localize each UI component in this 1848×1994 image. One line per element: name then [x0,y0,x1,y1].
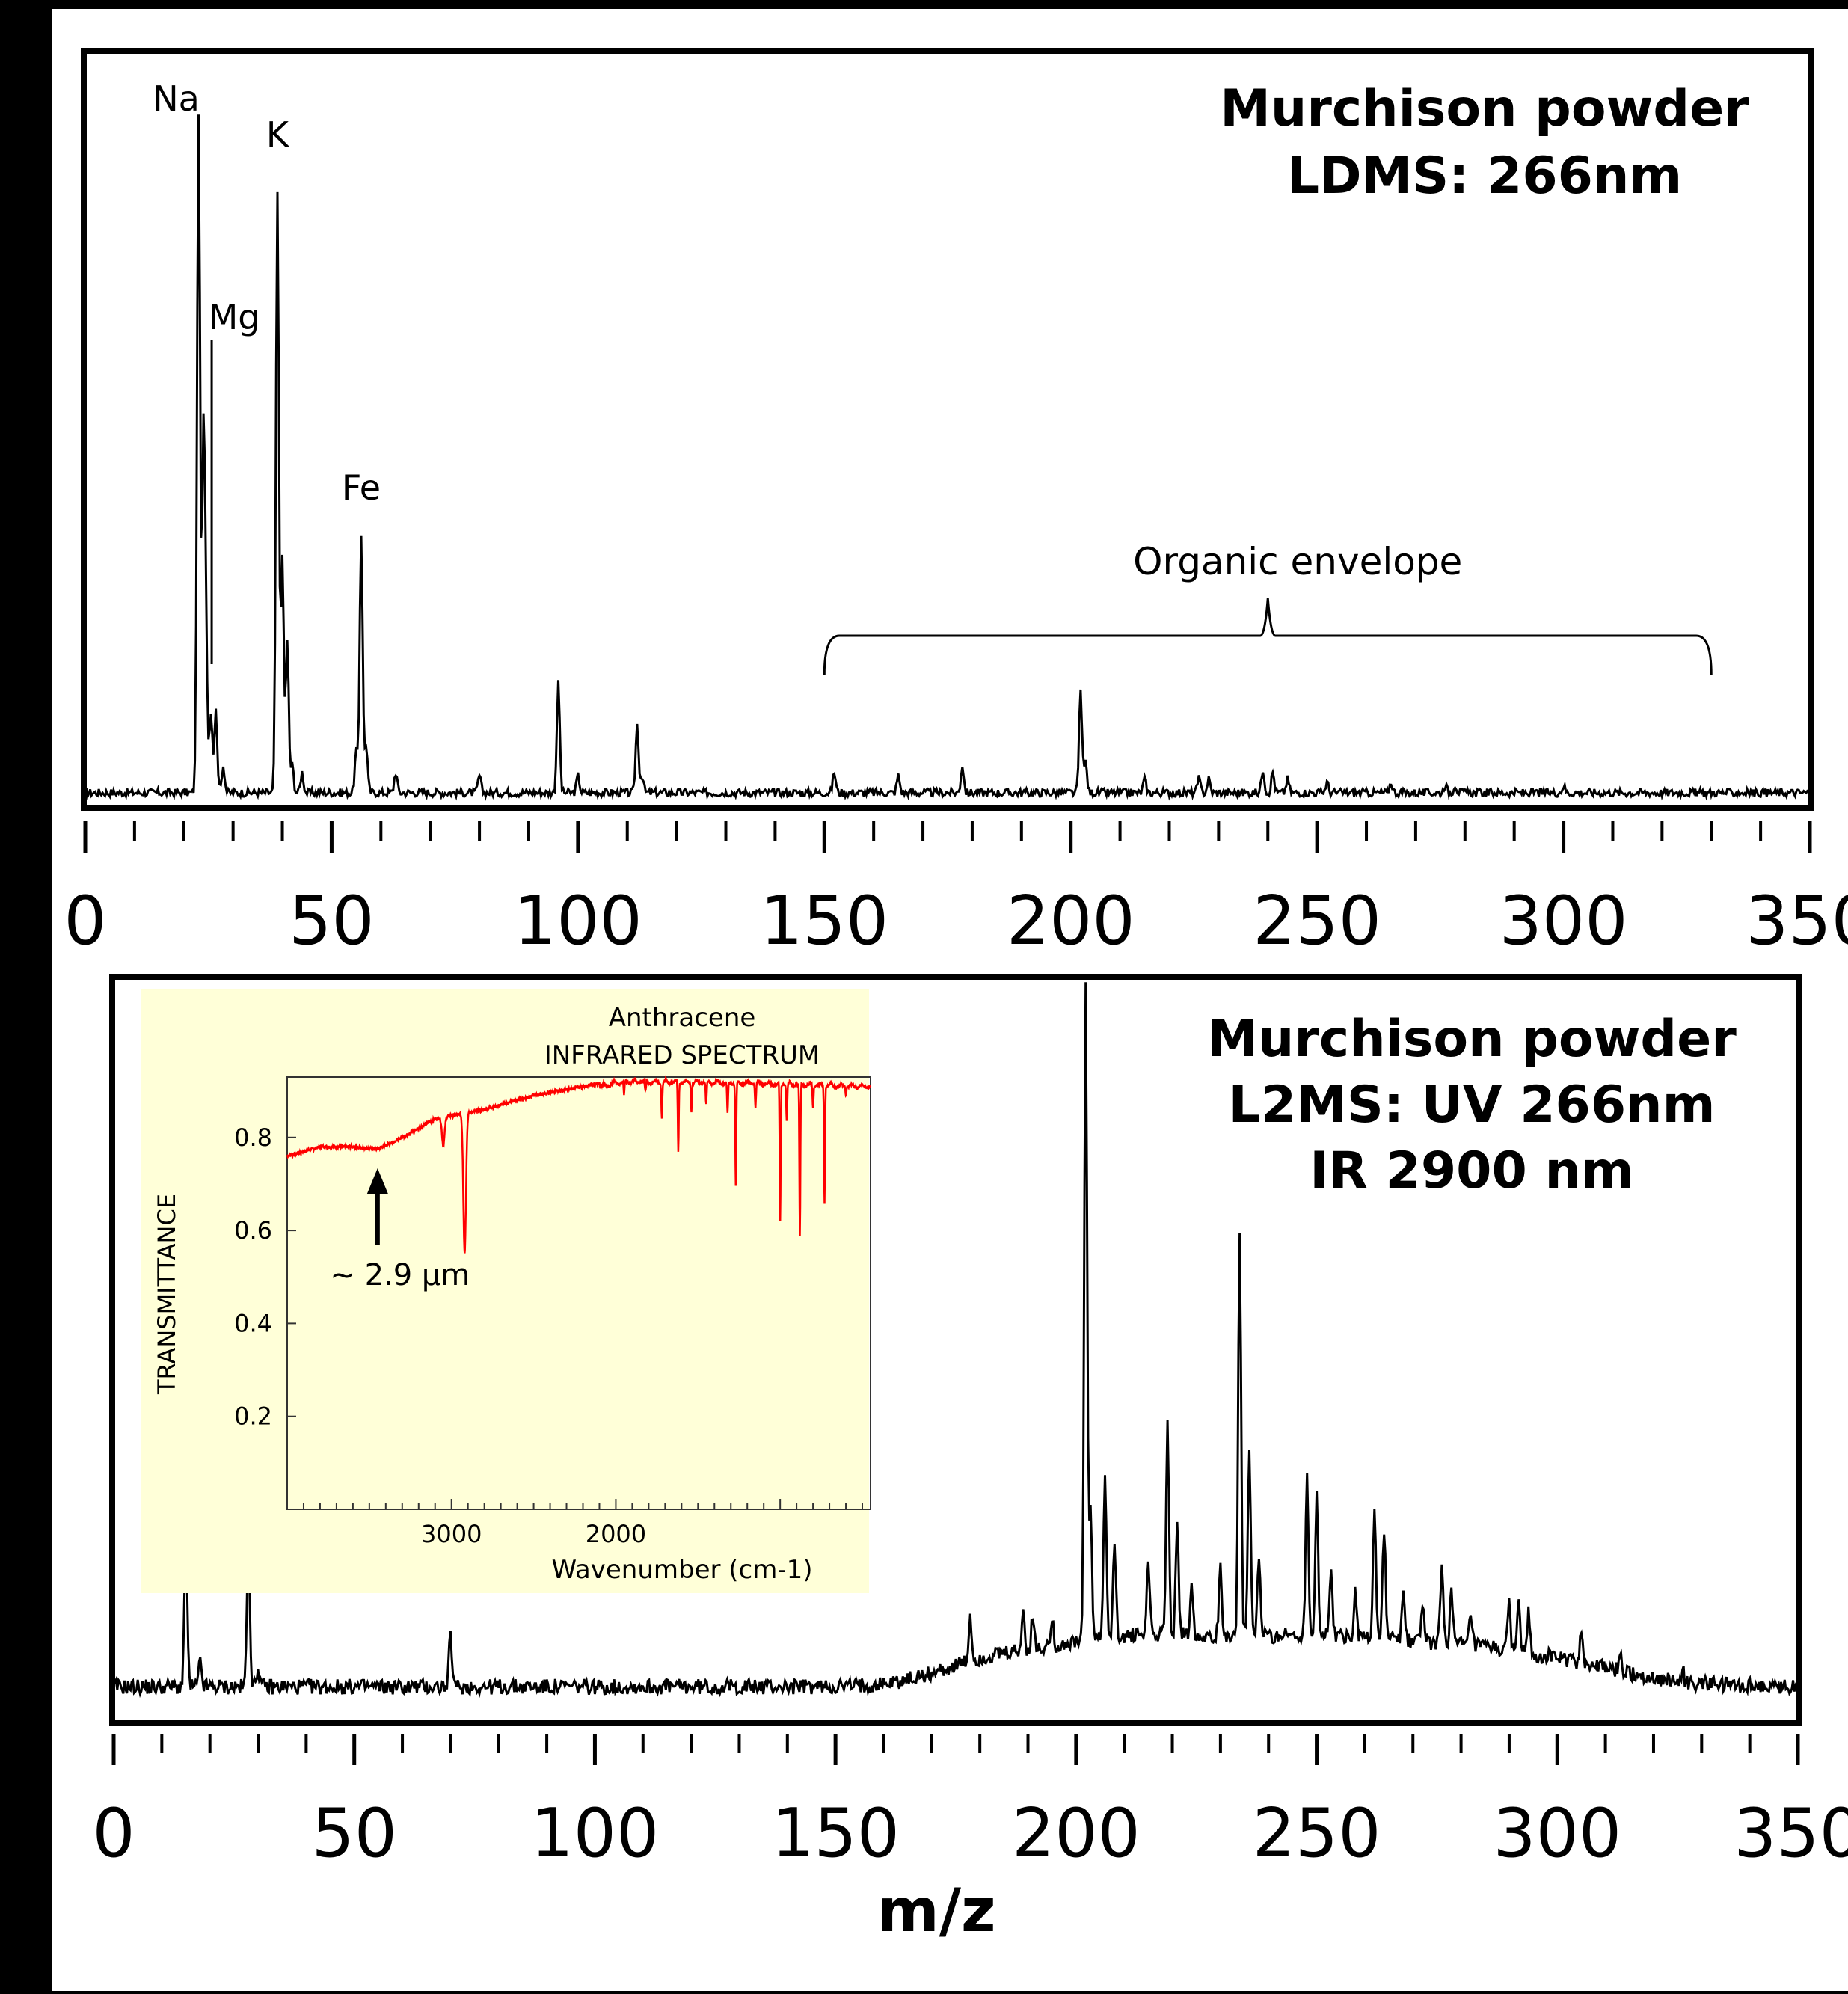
inset-y-axis-ticks: 0.8 0.6 0.4 0.2 [234,1123,296,1431]
top-panel: 0 50 100 150 200 250 300 350 Na Mg K Fe Organic… [64,48,1848,960]
bot-tick-label-150: 150 [771,1794,900,1873]
inset-y-axis-label: TRANSMITTANCE [153,1194,181,1395]
inset-title-line-2: INFRARED SPECTRUM [544,1040,820,1070]
top-tick-label-350: 350 [1746,882,1848,960]
bottom-spectrum-trace [113,982,1799,1699]
bot-tick-label-0: 0 [92,1794,135,1873]
ir-spectrum-inset: Anthracene INFRARED SPECTRUM 0.80.60.40.… [141,989,872,1593]
organic-envelope-label: Organic envelope [1133,540,1462,583]
bottom-title-line-1: Murchison powder [1207,1010,1737,1069]
bot-tick-label-100: 100 [531,1794,660,1873]
inset-title-line-1: Anthracene [609,1003,756,1033]
inset-annotation: ~ 2.9 µm [330,1258,470,1292]
inset-y-tick-label-0.2: 0.2 [234,1402,272,1431]
top-title-line-2: LDMS: 266nm [1287,147,1683,206]
inset-background [141,989,869,1593]
inset-y-tick-label-0.4: 0.4 [234,1309,272,1337]
na-peak-label: Na [153,79,200,119]
bottom-panel: 0 50 100 150 200 250 300 350 Murchison powder L… [92,974,1848,1945]
top-tick-label-250: 250 [1253,882,1381,960]
top-tick-label-100: 100 [514,882,642,960]
x-axis-label: m/z [877,1876,995,1945]
inset-plot-frame [286,1076,871,1510]
inset-x-axis-ticks: 3000 2000 [286,1499,864,1548]
top-tick-label-200: 200 [1007,882,1135,960]
bot-tick-label-250: 250 [1253,1794,1381,1873]
mg-peak-label: Mg [209,297,260,337]
top-tick-label-300: 300 [1499,882,1628,960]
top-panel-frame [81,48,1814,811]
bot-tick-label-200: 200 [1012,1794,1141,1873]
bottom-x-axis-tick-labels: 0 50 100 150 200 250 300 350 [92,1794,1848,1873]
top-tick-label-150: 150 [760,882,888,960]
inset-arrow-head-icon [366,1168,388,1194]
bot-tick-label-300: 300 [1493,1794,1621,1873]
inset-x-tick-label-2000: 2000 [586,1520,646,1548]
top-x-axis-tick-labels: 0 50 100 150 200 250 300 350 [64,882,1848,960]
bottom-x-axis-ticks [111,1734,1800,1765]
top-x-axis-ticks [83,821,1812,853]
top-tick-label-0: 0 [64,882,106,960]
inset-y-tick-label-0.6: 0.6 [234,1216,272,1245]
bot-tick-label-350: 350 [1734,1794,1848,1873]
k-peak-label: K [266,114,290,155]
inset-x-tick-label-3000: 3000 [421,1520,482,1548]
inset-x-axis-label: Wavenumber (cm-1) [551,1555,812,1585]
fe-peak-label: Fe [342,467,381,508]
inset-y-tick-label-0.8: 0.8 [234,1123,272,1152]
organic-envelope-brace [823,598,1713,675]
top-spectrum-trace [85,114,1811,801]
bottom-title-line-2: L2MS: UV 266nm [1229,1076,1716,1135]
organic-brace-path [823,598,1713,675]
inset-ir-trace [286,1075,872,1254]
top-title-line-1: Murchison powder [1220,79,1749,138]
bot-tick-label-50: 50 [311,1794,397,1873]
bottom-title-line-3: IR 2900 nm [1310,1141,1634,1200]
top-tick-label-50: 50 [289,882,375,960]
